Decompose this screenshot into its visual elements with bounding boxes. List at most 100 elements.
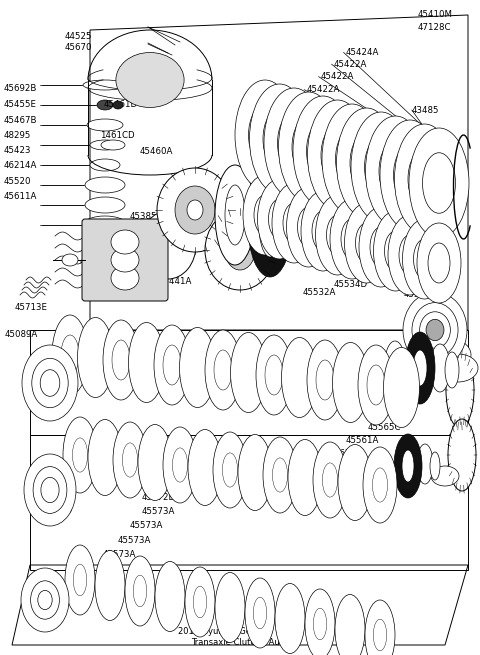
Text: 45532A: 45532A xyxy=(302,288,336,297)
Text: 45520: 45520 xyxy=(4,177,31,186)
Ellipse shape xyxy=(185,567,215,637)
Ellipse shape xyxy=(24,454,76,526)
Ellipse shape xyxy=(379,141,412,201)
Ellipse shape xyxy=(448,419,476,491)
Ellipse shape xyxy=(257,179,301,259)
Ellipse shape xyxy=(215,572,245,643)
Ellipse shape xyxy=(175,186,215,234)
Ellipse shape xyxy=(301,191,345,271)
Ellipse shape xyxy=(370,227,392,267)
Ellipse shape xyxy=(235,80,295,190)
Text: 45573A: 45573A xyxy=(102,550,136,559)
Ellipse shape xyxy=(52,315,88,395)
Ellipse shape xyxy=(265,355,283,395)
Ellipse shape xyxy=(225,230,255,270)
Ellipse shape xyxy=(133,575,147,607)
Ellipse shape xyxy=(345,203,388,283)
Ellipse shape xyxy=(281,337,317,417)
Ellipse shape xyxy=(372,468,388,502)
Ellipse shape xyxy=(157,168,233,252)
Text: 45422A: 45422A xyxy=(289,98,323,107)
Ellipse shape xyxy=(316,360,334,400)
Text: 45417A: 45417A xyxy=(96,287,130,296)
Ellipse shape xyxy=(180,328,216,407)
Ellipse shape xyxy=(359,207,403,287)
Ellipse shape xyxy=(323,463,337,497)
Ellipse shape xyxy=(113,422,147,498)
Ellipse shape xyxy=(428,243,450,283)
Ellipse shape xyxy=(422,153,456,214)
Ellipse shape xyxy=(308,100,368,210)
Ellipse shape xyxy=(413,350,427,386)
Ellipse shape xyxy=(140,211,196,279)
Ellipse shape xyxy=(405,332,435,404)
Text: 45670: 45670 xyxy=(65,43,92,52)
Text: 45577C: 45577C xyxy=(262,472,295,481)
Ellipse shape xyxy=(101,140,125,150)
Ellipse shape xyxy=(95,550,125,620)
Ellipse shape xyxy=(333,343,369,422)
Ellipse shape xyxy=(256,335,292,415)
Ellipse shape xyxy=(430,344,450,392)
Ellipse shape xyxy=(278,92,338,202)
Ellipse shape xyxy=(446,352,474,428)
Ellipse shape xyxy=(249,105,281,165)
Text: 46214A: 46214A xyxy=(4,161,37,170)
Text: 45692B: 45692B xyxy=(4,84,37,93)
Ellipse shape xyxy=(87,119,123,131)
Ellipse shape xyxy=(22,345,78,421)
Ellipse shape xyxy=(225,185,245,245)
Text: 45451C: 45451C xyxy=(342,131,376,140)
Ellipse shape xyxy=(321,124,354,185)
Ellipse shape xyxy=(326,215,348,255)
Ellipse shape xyxy=(307,121,339,181)
Ellipse shape xyxy=(97,100,113,110)
Ellipse shape xyxy=(90,140,120,150)
Ellipse shape xyxy=(412,303,458,358)
Ellipse shape xyxy=(125,556,155,626)
Ellipse shape xyxy=(90,159,120,171)
Ellipse shape xyxy=(417,223,461,303)
Ellipse shape xyxy=(83,216,127,234)
Text: 45931A: 45931A xyxy=(190,442,223,451)
Text: 45562A: 45562A xyxy=(324,449,358,458)
Ellipse shape xyxy=(33,466,67,514)
Ellipse shape xyxy=(395,124,455,234)
Text: 45385B: 45385B xyxy=(130,212,163,221)
Ellipse shape xyxy=(305,589,335,655)
Ellipse shape xyxy=(293,96,353,206)
Ellipse shape xyxy=(277,113,311,174)
Ellipse shape xyxy=(243,175,287,255)
Ellipse shape xyxy=(62,254,78,266)
Ellipse shape xyxy=(288,440,322,515)
Ellipse shape xyxy=(268,199,290,239)
Text: 45572B: 45572B xyxy=(180,454,214,463)
Ellipse shape xyxy=(322,104,382,214)
Text: 45442D: 45442D xyxy=(79,257,113,267)
Ellipse shape xyxy=(430,452,440,480)
Text: 45611A: 45611A xyxy=(4,192,37,201)
Ellipse shape xyxy=(385,341,405,385)
Ellipse shape xyxy=(63,417,97,493)
Text: 47128C: 47128C xyxy=(418,23,451,32)
Text: 45572B: 45572B xyxy=(157,479,191,489)
Ellipse shape xyxy=(315,195,360,275)
Text: 45713E: 45713E xyxy=(14,303,48,312)
Text: 44525: 44525 xyxy=(65,32,92,41)
Ellipse shape xyxy=(187,200,203,220)
Ellipse shape xyxy=(245,578,275,648)
Ellipse shape xyxy=(358,345,394,425)
Ellipse shape xyxy=(111,248,139,272)
Ellipse shape xyxy=(367,365,385,405)
Ellipse shape xyxy=(313,608,327,640)
Ellipse shape xyxy=(373,211,418,291)
Ellipse shape xyxy=(61,335,79,375)
Ellipse shape xyxy=(417,444,433,484)
Text: 45422A: 45422A xyxy=(250,126,283,136)
Text: 45441A: 45441A xyxy=(158,277,192,286)
Ellipse shape xyxy=(112,340,130,380)
Ellipse shape xyxy=(213,432,247,508)
Text: 44167G: 44167G xyxy=(158,228,192,237)
Ellipse shape xyxy=(380,120,440,230)
Ellipse shape xyxy=(365,600,395,655)
